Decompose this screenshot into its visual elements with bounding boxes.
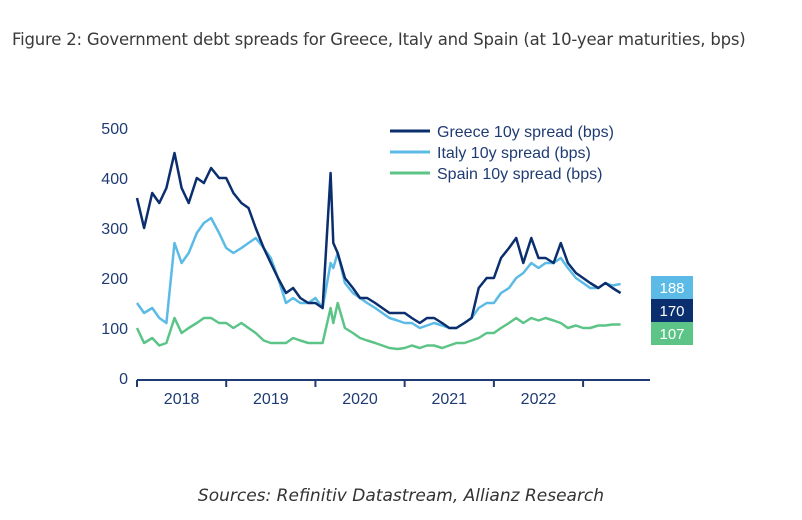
y-tick-label: 100 <box>101 321 128 338</box>
legend-label: Italy 10y spread (bps) <box>437 145 591 162</box>
y-tick-label: 200 <box>101 271 128 288</box>
y-tick-label: 400 <box>101 171 128 188</box>
x-tick-label: 2021 <box>431 391 467 408</box>
end-value-badge <box>651 322 693 345</box>
series-line-greece <box>135 151 622 330</box>
end-value-badges: 188 170 107 <box>651 276 693 345</box>
legend: Greece 10y spread (bps) Italy 10y spread … <box>390 124 614 183</box>
end-value-label: 188 <box>659 280 684 297</box>
legend-label: Spain 10y spread (bps) <box>437 166 602 183</box>
y-tick-label: 500 <box>101 121 128 138</box>
y-axis-ticks: 0 100 200 300 400 500 <box>101 121 128 388</box>
x-tick-label: 2020 <box>342 391 378 408</box>
end-value-label: 170 <box>659 303 684 320</box>
end-value-badge <box>651 276 693 299</box>
x-axis: 2018 2019 2020 2021 2022 <box>136 379 650 408</box>
figure-title: Figure 2: Government debt spreads for Gr… <box>12 30 746 49</box>
legend-label: Greece 10y spread (bps) <box>437 124 614 141</box>
end-value-label: 107 <box>659 326 684 343</box>
y-tick-label: 0 <box>119 371 128 388</box>
figure-source: Sources: Refinitiv Datastream, Allianz R… <box>197 486 605 506</box>
x-tick-label: 2022 <box>521 391 557 408</box>
series-line-spain <box>135 301 621 351</box>
x-tick-label: 2018 <box>164 391 200 408</box>
series-line-italy <box>135 216 621 330</box>
y-tick-label: 300 <box>101 221 128 238</box>
series-lines <box>135 151 622 351</box>
x-tick-label: 2019 <box>253 391 289 408</box>
end-value-badge <box>651 299 693 322</box>
